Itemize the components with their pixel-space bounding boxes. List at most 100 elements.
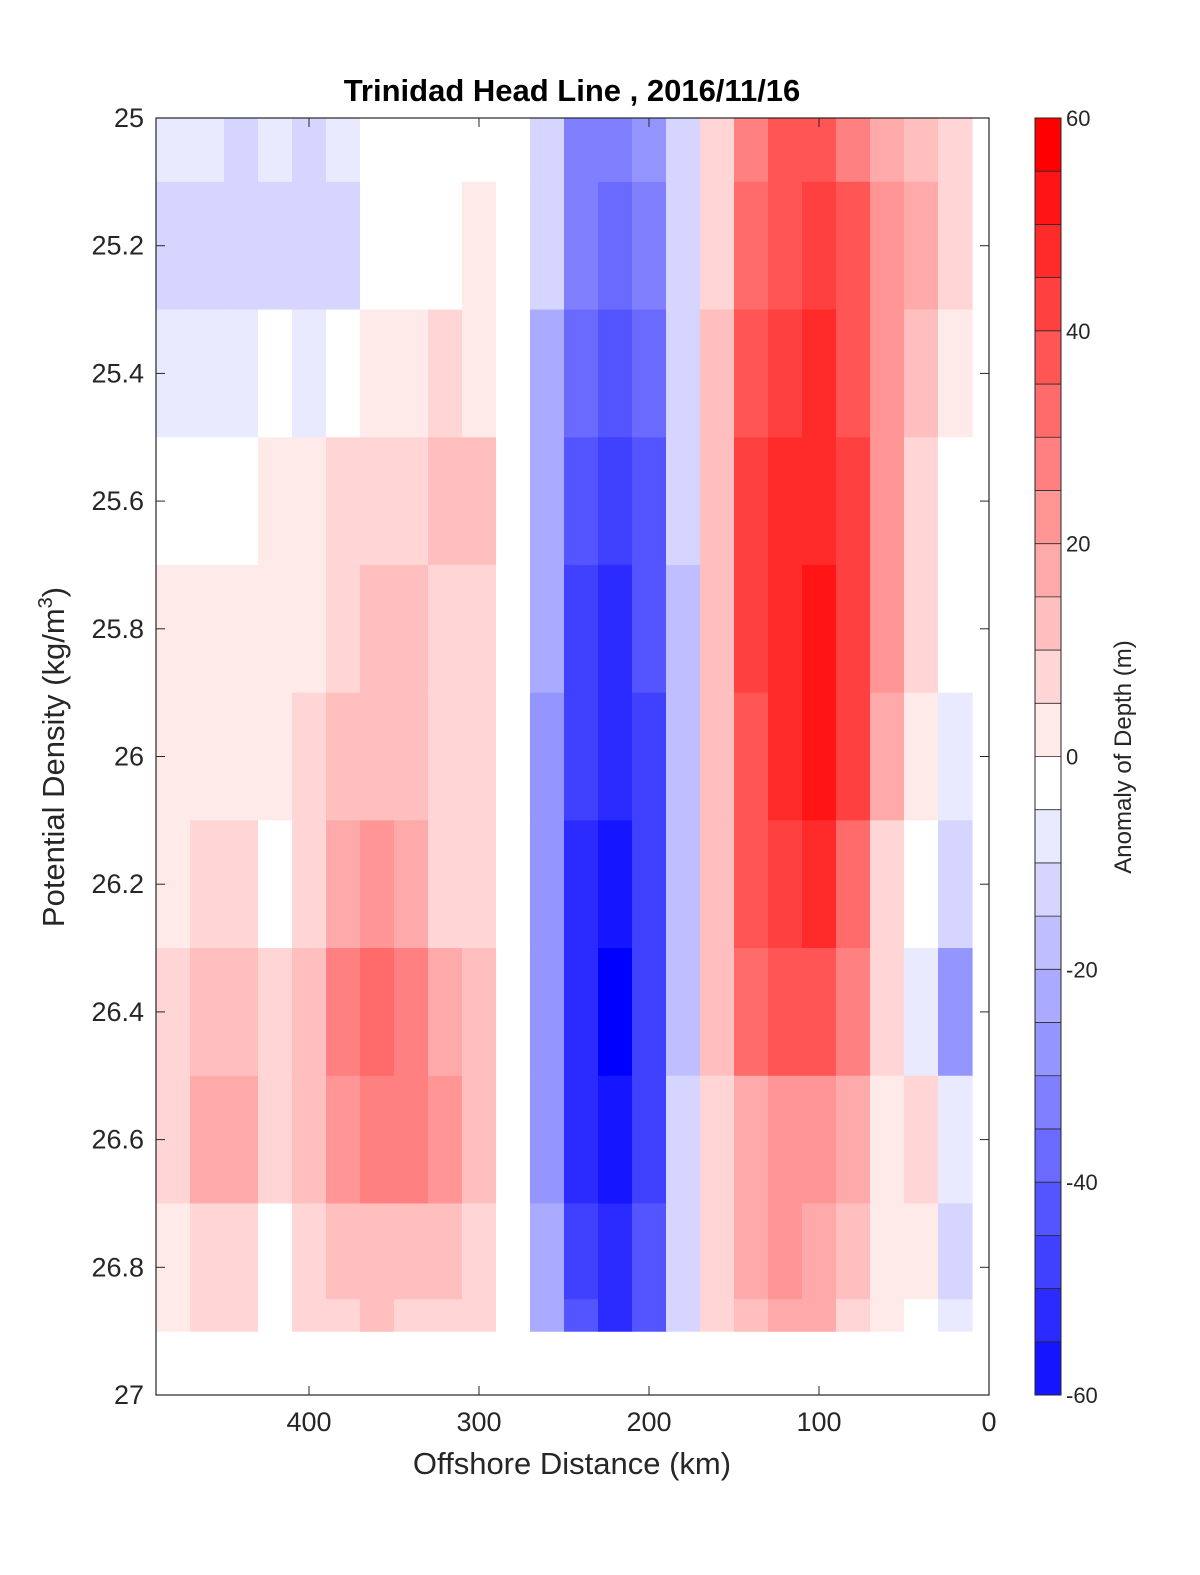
heatmap-cell <box>904 1203 939 1300</box>
heatmap-cell <box>292 692 327 821</box>
colorbar-bin <box>1035 384 1061 438</box>
heatmap-cell <box>190 309 225 438</box>
heatmap-cell <box>802 1075 837 1205</box>
heatmap-cell <box>530 692 565 821</box>
colorbar-bin <box>1035 118 1061 172</box>
heatmap-cell <box>326 1299 361 1332</box>
colorbar-tick-label: -40 <box>1066 1170 1098 1195</box>
y-tick-label: 25.2 <box>91 231 144 261</box>
heatmap-cell <box>258 1203 293 1300</box>
colorbar: 60 40 20 0 -20 -40 -60 <box>1034 106 1098 1408</box>
heatmap-cell <box>700 692 735 821</box>
y-axis-title-suffix: ) <box>36 587 71 597</box>
heatmap-cell <box>292 948 327 1077</box>
heatmap-cell <box>768 309 803 438</box>
heatmap-cell <box>258 564 293 694</box>
colorbar-bin <box>1035 703 1061 757</box>
heatmap-cells <box>156 118 973 1332</box>
heatmap-cell <box>564 1299 599 1332</box>
y-axis-title-superscript: 3 <box>35 597 57 608</box>
heatmap-cell <box>428 820 463 949</box>
colorbar-tick-label: 40 <box>1066 319 1090 344</box>
y-axis-title: Potential Density (kg/m3) <box>35 587 71 927</box>
heatmap-cell <box>598 118 633 183</box>
colorbar-bin <box>1035 862 1061 917</box>
heatmap-cell <box>224 564 259 694</box>
heatmap-cell <box>326 692 361 821</box>
heatmap-cell <box>904 1075 939 1205</box>
heatmap-cell <box>700 948 735 1077</box>
heatmap-cell <box>598 1203 633 1300</box>
heatmap-cell <box>700 1075 735 1205</box>
heatmap-cell <box>394 564 429 694</box>
heatmap-cell <box>904 181 939 311</box>
heatmap-cell <box>258 1299 293 1332</box>
heatmap-cell <box>292 118 327 183</box>
heatmap-cell <box>564 1075 599 1205</box>
heatmap-cell <box>530 1075 565 1205</box>
chart-title: Trinidad Head Line , 2016/11/16 <box>344 73 801 108</box>
colorbar-bin <box>1035 650 1061 704</box>
heatmap-cell <box>292 181 327 311</box>
heatmap-cell <box>326 948 361 1077</box>
heatmap-cell <box>904 437 939 566</box>
heatmap-cell <box>836 948 871 1077</box>
heatmap-cell <box>564 181 599 311</box>
heatmap-cell <box>428 1203 463 1300</box>
heatmap-cell <box>564 564 599 694</box>
heatmap-cell <box>496 692 531 821</box>
heatmap-cell <box>394 692 429 821</box>
heatmap-cell <box>700 1203 735 1300</box>
y-tick-label: 26.2 <box>91 869 144 899</box>
y-tick-label: 25.8 <box>91 614 144 644</box>
heatmap-cell <box>768 1299 803 1332</box>
heatmap-cell <box>496 948 531 1077</box>
colorbar-bin <box>1035 490 1061 545</box>
heatmap-cell <box>326 1203 361 1300</box>
colorbar-bin <box>1035 543 1061 598</box>
heatmap-cell <box>496 118 531 183</box>
colorbar-bin <box>1035 1341 1061 1396</box>
heatmap-cell <box>496 564 531 694</box>
heatmap-cell <box>870 437 905 566</box>
heatmap-cell <box>156 1203 191 1300</box>
heatmap-cell <box>598 564 633 694</box>
heatmap-cell <box>734 948 769 1077</box>
heatmap-cell <box>734 309 769 438</box>
heatmap-cell <box>632 692 667 821</box>
heatmap-cell <box>428 309 463 438</box>
heatmap-cell <box>802 820 837 949</box>
y-tick-label: 25.6 <box>91 486 144 516</box>
heatmap-cell <box>700 118 735 183</box>
heatmap-cell <box>496 1299 531 1332</box>
heatmap-cell <box>462 564 497 694</box>
x-tick-label: 400 <box>286 1407 331 1437</box>
heatmap-cell <box>360 820 395 949</box>
heatmap-cell <box>462 1299 497 1332</box>
colorbar-tick-label: -20 <box>1066 957 1098 982</box>
heatmap-cell <box>224 820 259 949</box>
heatmap-cell <box>768 181 803 311</box>
heatmap-cell <box>904 820 939 949</box>
heatmap-cell <box>428 1299 463 1332</box>
heatmap-cell <box>530 181 565 311</box>
colorbar-bin <box>1035 171 1061 225</box>
heatmap-cell <box>700 820 735 949</box>
heatmap-cell <box>904 309 939 438</box>
heatmap-cell <box>700 564 735 694</box>
heatmap-cell <box>564 437 599 566</box>
heatmap-cell <box>394 948 429 1077</box>
x-axis: 400 300 200 100 0 <box>286 118 997 1437</box>
heatmap-cell <box>394 118 429 183</box>
heatmap-cell <box>938 118 973 183</box>
heatmap-cell <box>666 820 701 949</box>
heatmap-cell <box>870 692 905 821</box>
heatmap-cell <box>224 1203 259 1300</box>
heatmap-cell <box>462 1075 497 1205</box>
heatmap-cell <box>904 1299 939 1332</box>
y-axis-title-main: Potential Density (kg/m <box>36 608 71 927</box>
heatmap-cell <box>700 1299 735 1332</box>
heatmap-cell <box>360 1075 395 1205</box>
colorbar-bin <box>1035 1022 1061 1077</box>
heatmap-cell <box>360 181 395 311</box>
